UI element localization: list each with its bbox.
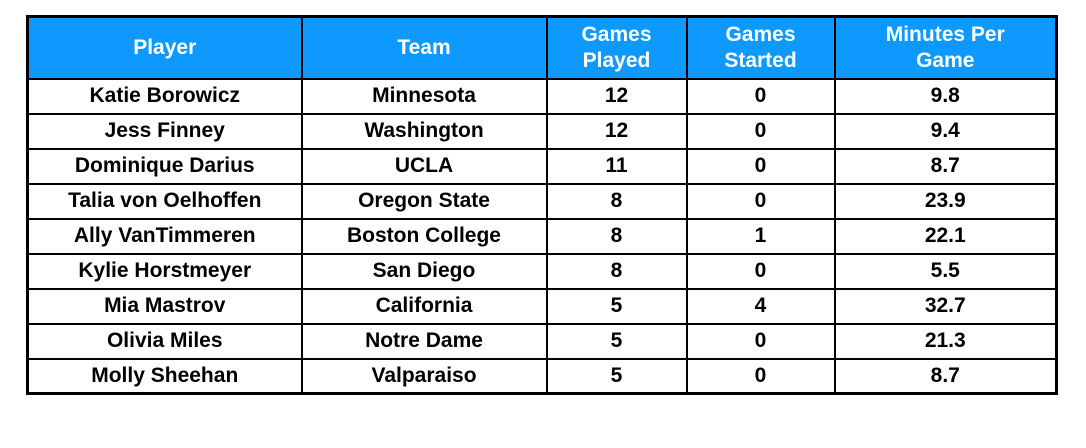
cell-games-started: 0 bbox=[685, 147, 836, 185]
cell-player: Olivia Miles bbox=[26, 322, 303, 360]
cell-minutes-per-game: 23.9 bbox=[833, 182, 1058, 220]
cell-games-started: 0 bbox=[685, 77, 836, 115]
cell-games-played: 5 bbox=[545, 322, 688, 360]
table-row: Ally VanTimmeren Boston College 8 1 22.1 bbox=[26, 217, 1058, 255]
cell-minutes-per-game: 9.8 bbox=[833, 77, 1058, 115]
column-header-games-started: Games Started bbox=[685, 15, 836, 80]
table-row: Katie Borowicz Minnesota 12 0 9.8 bbox=[26, 77, 1058, 115]
player-stats-table-container: Player Team Games Played Games Started Minut… bbox=[26, 15, 1058, 395]
cell-team: Boston College bbox=[300, 217, 548, 255]
cell-games-played: 8 bbox=[545, 252, 688, 290]
cell-games-played: 12 bbox=[545, 77, 688, 115]
cell-games-played: 11 bbox=[545, 147, 688, 185]
column-header-player: Player bbox=[26, 15, 303, 80]
table-row: Olivia Miles Notre Dame 5 0 21.3 bbox=[26, 322, 1058, 360]
table-row: Mia Mastrov California 5 4 32.7 bbox=[26, 287, 1058, 325]
cell-minutes-per-game: 21.3 bbox=[833, 322, 1058, 360]
cell-team: San Diego bbox=[300, 252, 548, 290]
cell-player: Katie Borowicz bbox=[26, 77, 303, 115]
player-stats-table: Player Team Games Played Games Started Minut… bbox=[26, 15, 1058, 395]
column-header-team: Team bbox=[300, 15, 548, 80]
column-header-label: Games Played bbox=[581, 22, 652, 72]
cell-games-started: 0 bbox=[685, 252, 836, 290]
table-row: Kylie Horstmeyer San Diego 8 0 5.5 bbox=[26, 252, 1058, 290]
column-header-games-played: Games Played bbox=[545, 15, 688, 80]
cell-games-played: 5 bbox=[545, 357, 688, 395]
cell-games-played: 8 bbox=[545, 217, 688, 255]
table-row: Molly Sheehan Valparaiso 5 0 8.7 bbox=[26, 357, 1058, 395]
cell-team: Notre Dame bbox=[300, 322, 548, 360]
cell-games-started: 0 bbox=[685, 357, 836, 395]
column-header-label: Games Started bbox=[724, 22, 797, 72]
cell-team: California bbox=[300, 287, 548, 325]
cell-team: Washington bbox=[300, 112, 548, 150]
cell-player: Kylie Horstmeyer bbox=[26, 252, 303, 290]
column-header-label: Player bbox=[133, 35, 197, 59]
cell-minutes-per-game: 5.5 bbox=[833, 252, 1058, 290]
cell-games-started: 4 bbox=[685, 287, 836, 325]
cell-games-started: 0 bbox=[685, 182, 836, 220]
cell-games-started: 0 bbox=[685, 112, 836, 150]
cell-player: Talia von Oelhoffen bbox=[26, 182, 303, 220]
cell-team: Valparaiso bbox=[300, 357, 548, 395]
column-header-label: Team bbox=[397, 35, 451, 59]
cell-team: Minnesota bbox=[300, 77, 548, 115]
cell-player: Dominique Darius bbox=[26, 147, 303, 185]
cell-minutes-per-game: 9.4 bbox=[833, 112, 1058, 150]
cell-games-started: 1 bbox=[685, 217, 836, 255]
header-row: Player Team Games Played Games Started Minut… bbox=[26, 15, 1058, 80]
cell-player: Ally VanTimmeren bbox=[26, 217, 303, 255]
cell-team: UCLA bbox=[300, 147, 548, 185]
cell-minutes-per-game: 32.7 bbox=[833, 287, 1058, 325]
cell-minutes-per-game: 8.7 bbox=[833, 147, 1058, 185]
cell-games-played: 8 bbox=[545, 182, 688, 220]
table-body: Katie Borowicz Minnesota 12 0 9.8 Jess Finney… bbox=[26, 77, 1058, 395]
cell-player: Mia Mastrov bbox=[26, 287, 303, 325]
cell-games-started: 0 bbox=[685, 322, 836, 360]
table-row: Dominique Darius UCLA 11 0 8.7 bbox=[26, 147, 1058, 185]
cell-player: Jess Finney bbox=[26, 112, 303, 150]
column-header-minutes-per-game: Minutes Per Game bbox=[833, 15, 1058, 80]
table-row: Talia von Oelhoffen Oregon State 8 0 23.9 bbox=[26, 182, 1058, 220]
column-header-label: Minutes Per Game bbox=[885, 22, 1005, 72]
cell-games-played: 12 bbox=[545, 112, 688, 150]
cell-minutes-per-game: 8.7 bbox=[833, 357, 1058, 395]
cell-games-played: 5 bbox=[545, 287, 688, 325]
cell-player: Molly Sheehan bbox=[26, 357, 303, 395]
cell-minutes-per-game: 22.1 bbox=[833, 217, 1058, 255]
cell-team: Oregon State bbox=[300, 182, 548, 220]
table-row: Jess Finney Washington 12 0 9.4 bbox=[26, 112, 1058, 150]
